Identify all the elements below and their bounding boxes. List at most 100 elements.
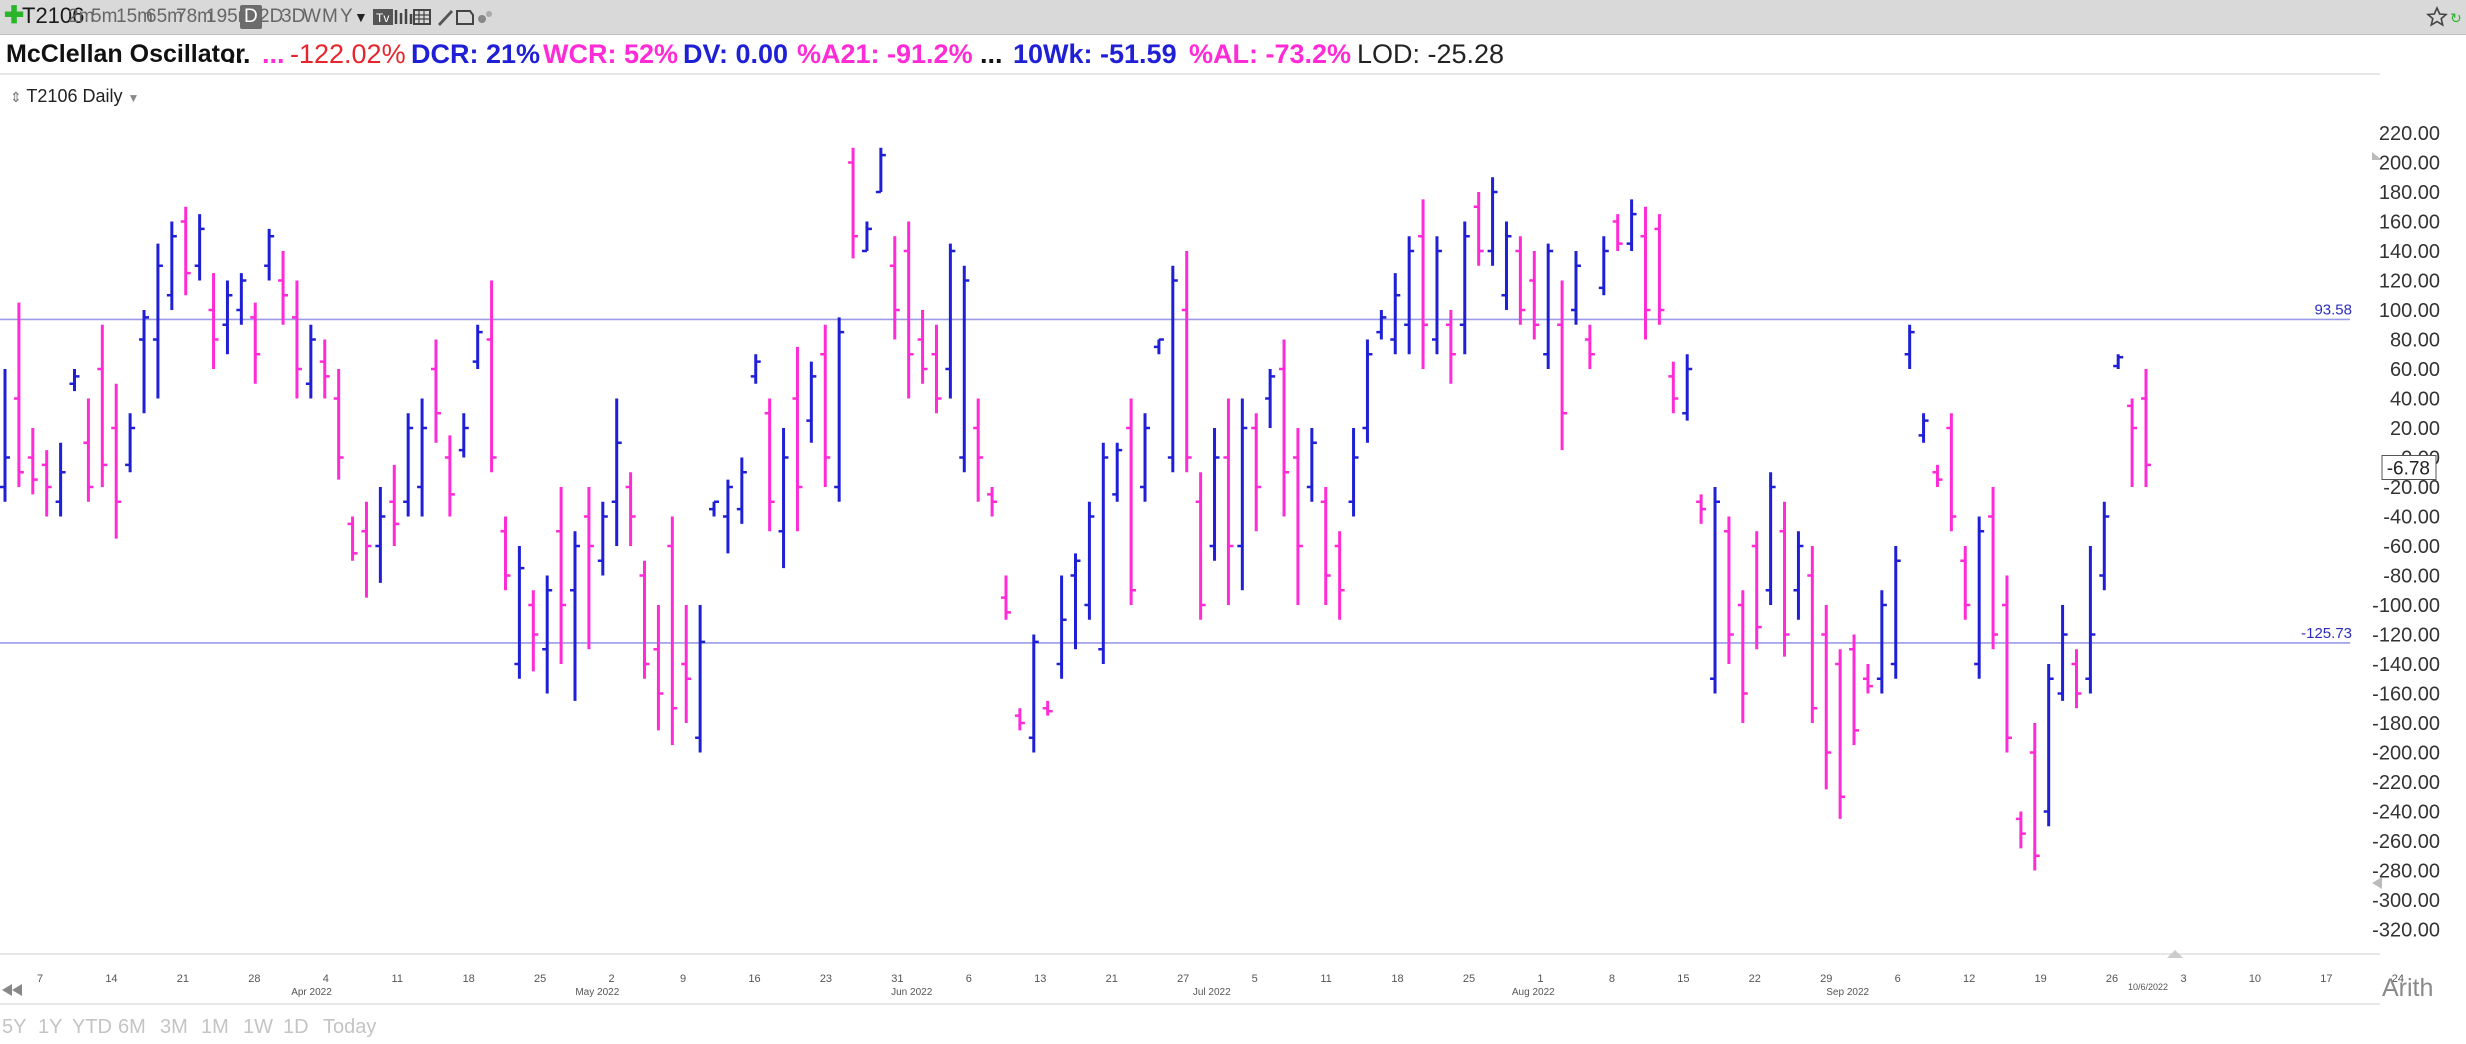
range-6m[interactable]: 6M <box>118 1016 146 1038</box>
range-5y[interactable]: 5Y <box>2 1016 27 1038</box>
x-month-label: Sep 2022 <box>1826 987 1869 998</box>
x-day-tick: 27 <box>1177 973 1189 985</box>
y-tick-label: -60.00 <box>2383 536 2440 558</box>
annotation-tool-icon[interactable] <box>454 6 476 28</box>
status-pct: -122.02% <box>290 39 406 69</box>
y-tick-label: 160.00 <box>2379 212 2440 234</box>
x-day-tick: 13 <box>1034 973 1046 985</box>
y-tick-label: 100.00 <box>2379 300 2440 322</box>
x-day-tick: 17 <box>2320 973 2332 985</box>
x-day-tick: 18 <box>1391 973 1403 985</box>
x-day-tick: 21 <box>1106 973 1118 985</box>
x-day-tick: 26 <box>2106 973 2118 985</box>
y-tick-label: 40.00 <box>2390 389 2440 411</box>
chart-subtitle-text: T2106 Daily <box>26 86 123 106</box>
x-day-tick: 25 <box>534 973 546 985</box>
interval-w[interactable]: W <box>303 6 321 27</box>
y-tick-label: -80.00 <box>2383 566 2440 588</box>
range-bar: 5Y 1Y YTD 6M 3M 1M 1W 1D Today <box>0 1012 2466 1044</box>
interval-65m[interactable]: 65m <box>146 6 183 27</box>
x-day-tick: 14 <box>105 973 117 985</box>
range-1w[interactable]: 1W <box>243 1016 273 1038</box>
status-lod: LOD: -25.28 <box>1357 39 1505 69</box>
level-label-0: 93.58 <box>2314 301 2352 318</box>
range-1y[interactable]: 1Y <box>38 1016 63 1038</box>
interval-d[interactable]: D <box>240 5 262 29</box>
interval-78m[interactable]: 78m <box>176 6 213 27</box>
status-line: McClellan Oscillator ... ... -122.02% DC… <box>0 36 2466 72</box>
range-1d[interactable]: 1D <box>283 1016 309 1038</box>
bar-style-icon[interactable] <box>392 6 414 28</box>
interval-15m[interactable]: 15m <box>116 6 153 27</box>
x-day-tick: 2 <box>609 973 615 985</box>
x-day-tick: 29 <box>1820 973 1832 985</box>
status-a21: %A21: -91.2% <box>797 39 973 69</box>
y-tick-label: -120.00 <box>2372 625 2440 647</box>
interval-dropdown-icon[interactable]: ▼ <box>354 9 368 25</box>
x-day-tick: 10 <box>2249 973 2261 985</box>
y-tick-label: -140.00 <box>2372 654 2440 676</box>
range-today[interactable]: Today <box>323 1016 377 1038</box>
x-day-tick: 3 <box>2180 973 2186 985</box>
range-ytd[interactable]: YTD <box>72 1016 112 1038</box>
x-day-tick: 25 <box>1463 973 1475 985</box>
x-month-label: May 2022 <box>575 987 619 998</box>
x-day-tick: 19 <box>2034 973 2046 985</box>
y-tick-label: -160.00 <box>2372 684 2440 706</box>
x-month-label: Aug 2022 <box>1512 987 1555 998</box>
x-day-tick: 7 <box>37 973 43 985</box>
x-day-tick: 11 <box>392 973 403 985</box>
interval-m[interactable]: M <box>322 6 338 27</box>
y-tick-label: -200.00 <box>2372 743 2440 765</box>
symbol-label[interactable]: T2106 <box>22 3 85 28</box>
x-day-tick: 11 <box>1320 973 1331 985</box>
y-tick-label: -280.00 <box>2372 861 2440 883</box>
interval-2d[interactable]: 2D <box>259 6 284 27</box>
scale-mode[interactable]: Arith <box>2382 974 2434 1002</box>
y-tick-label: -240.00 <box>2372 802 2440 824</box>
y-tick-label: 120.00 <box>2379 271 2440 293</box>
grid-tool-icon[interactable] <box>412 6 434 28</box>
last-date-label: 10/6/2022 <box>2128 982 2168 992</box>
svg-text:Tv: Tv <box>376 11 389 25</box>
axis-top-marker <box>2372 152 2382 160</box>
x-day-tick: 5 <box>1252 973 1258 985</box>
toolbar: ✚ T2106 2m 5m 15m 65m 78m 195m D 2D 3D W… <box>0 0 2466 35</box>
draw-tool-icon[interactable] <box>434 6 456 28</box>
interval-y[interactable]: Y <box>340 6 353 27</box>
interval-5m[interactable]: 5m <box>91 6 118 27</box>
x-day-tick: 8 <box>1609 973 1615 985</box>
y-tick-label: 20.00 <box>2390 418 2440 440</box>
interval-2m[interactable]: 2m <box>68 6 95 27</box>
x-day-tick: 9 <box>680 973 686 985</box>
interval-3d[interactable]: 3D <box>281 6 306 27</box>
scroll-marker <box>2167 950 2183 958</box>
y-tick-label: -260.00 <box>2372 831 2440 853</box>
x-day-tick: 18 <box>463 973 475 985</box>
scanner-tool-icon[interactable] <box>474 6 496 28</box>
drag-handle-icon[interactable]: ⇕ <box>10 89 22 105</box>
refresh-icon[interactable]: ↻ <box>2450 10 2462 26</box>
x-day-tick: 6 <box>1895 973 1901 985</box>
status-al: %AL: -73.2% <box>1189 39 1352 69</box>
y-tick-label: -40.00 <box>2383 507 2440 529</box>
add-symbol-icon[interactable]: ✚ <box>4 2 25 29</box>
status-dots-2: ... <box>262 39 285 69</box>
indicator-name: McClellan Oscillator <box>6 40 245 68</box>
level-label-1: -125.73 <box>2301 625 2352 642</box>
x-day-tick: 24 <box>2392 973 2404 985</box>
y-tick-label: 140.00 <box>2379 241 2440 263</box>
range-3m[interactable]: 3M <box>160 1016 188 1038</box>
chart-area[interactable]: 93.58-125.73220.00200.00180.00160.00140.… <box>0 0 2466 1012</box>
status-wcr: WCR: 52% <box>543 39 679 69</box>
y-tick-label: 200.00 <box>2379 153 2440 175</box>
status-dcr: DCR: 21% <box>411 39 541 69</box>
y-tick-label: 220.00 <box>2379 123 2440 145</box>
chart-subtitle[interactable]: ⇕ T2106 Daily ▼ <box>10 86 139 107</box>
last-value-box <box>2381 455 2437 481</box>
subtitle-dropdown-icon[interactable]: ▼ <box>127 91 140 105</box>
text-tool-icon[interactable]: Tv <box>372 6 394 28</box>
x-day-tick: 1 <box>1537 973 1543 985</box>
favorite-star-icon[interactable] <box>2426 6 2448 28</box>
range-1m[interactable]: 1M <box>201 1016 229 1038</box>
